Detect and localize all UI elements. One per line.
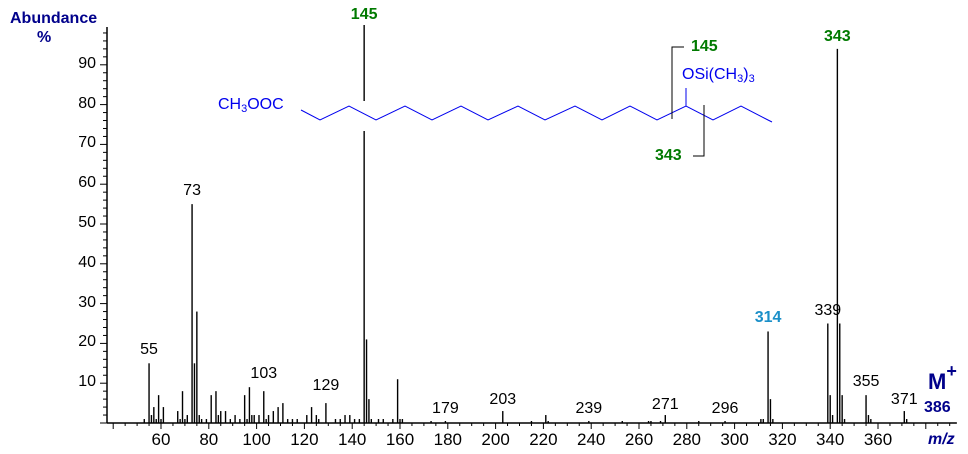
peak-label-73: 73 [183,182,201,200]
y-tick-label: 50 [78,214,96,231]
x-tick-label: 220 [529,430,558,449]
fragment-label-145: 145 [691,38,718,55]
y-tick-label: 80 [78,94,96,112]
peak-label-343: 343 [824,28,851,45]
cleavage-bracket-343 [693,105,705,157]
peak-label-145: 145 [350,6,378,23]
peak-label-355: 355 [852,373,880,391]
x-tick-label: 80 [199,430,219,449]
mion-plus: + [946,361,957,381]
y-tick-label: 70 [78,134,96,152]
cleavage-bracket-145 [671,46,684,119]
peak-label-239: 239 [575,400,603,417]
peak-label-55: 55 [140,341,158,359]
x-tick-label: 260 [624,430,654,449]
x-tick-label: 60 [151,430,171,449]
tms-a: OSi(CH [682,66,738,83]
y-tick-label: 60 [78,174,96,192]
x-tick-label: 340 [816,430,845,449]
y-tick-label: 20 [78,333,96,351]
y-tick-label: 30 [78,293,96,311]
peak-gap [361,101,368,131]
tms-sub1: 3 [737,73,744,85]
y-axis-title: Abundance [10,10,98,27]
y-tick-label: 90 [78,54,96,72]
x-tick-label: 280 [672,430,701,449]
peak-label-203: 203 [489,391,517,408]
ester-sub: 3 [241,103,248,115]
peak-bars [143,25,908,423]
peak-label-179: 179 [432,400,459,417]
tms-sub2: 3 [748,73,755,85]
peak-label-371: 371 [890,391,918,408]
y-axis-unit: % [37,29,52,46]
ester-rest: OOC [247,96,284,113]
fragment-label-343: 343 [655,147,682,164]
molecule-structure-drawing [300,46,773,157]
mion-m: M [928,369,947,394]
y-tick-label: 40 [78,253,96,271]
x-tick-label: 240 [577,430,606,449]
tms-group-label: OSi(CH3)3 [682,66,755,85]
molecular-ion-value: 386 [924,399,951,416]
x-tick-label: 300 [720,430,749,449]
peak-label-314: 314 [754,309,782,327]
peak-label-129: 129 [312,377,340,395]
x-tick-label: 180 [433,430,462,449]
peak-label-271: 271 [651,396,679,413]
x-tick-label: 140 [338,430,367,449]
peak-label-103: 103 [250,365,278,383]
molecular-ion-label: M+ [928,361,957,395]
x-tick-label: 320 [768,430,797,449]
tms-b: ) [743,66,749,83]
peak-label-339: 339 [814,301,842,319]
alkyl-chain [300,105,773,123]
x-tick-label: 120 [290,430,319,449]
ester-ch: CH [218,96,242,113]
x-tick-label: 100 [242,430,271,449]
y-tick-label: 10 [78,373,96,391]
peak-label-296: 296 [711,400,739,417]
ester-group-label: CH3OOC [218,96,284,115]
x-axis-title: m/z [928,431,955,448]
x-tick-label: 360 [863,430,893,449]
x-tick-label: 160 [385,430,415,449]
x-tick-label: 200 [481,430,510,449]
